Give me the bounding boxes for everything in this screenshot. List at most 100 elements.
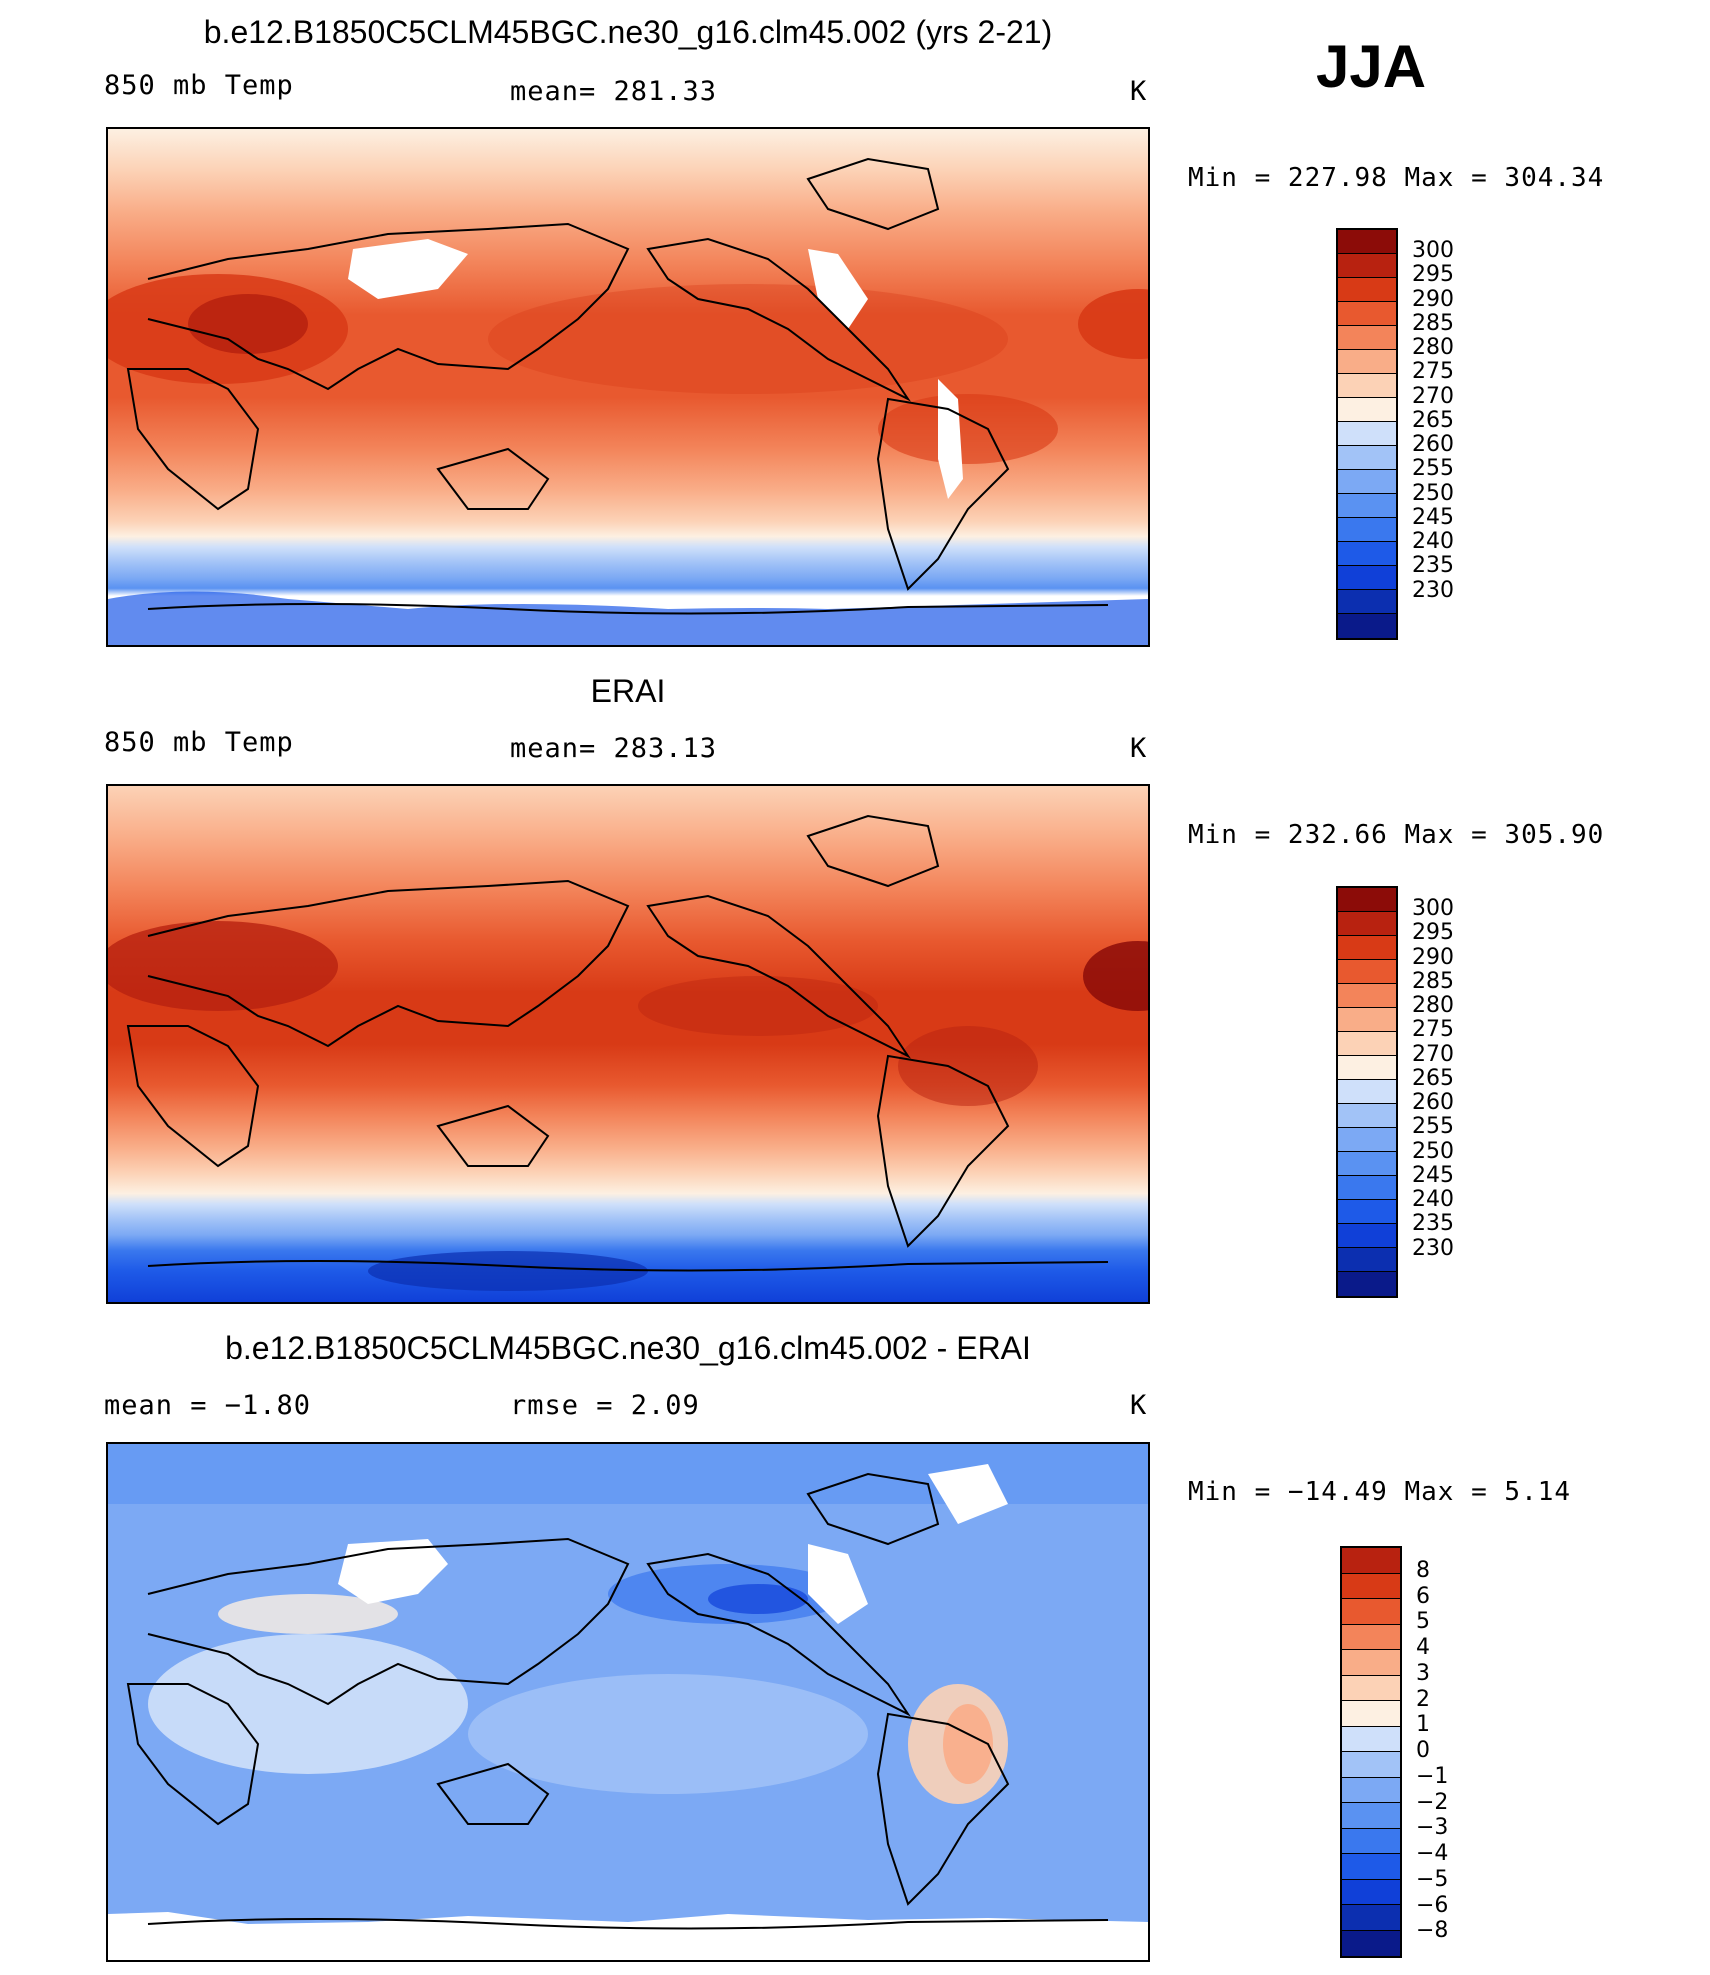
colorbar-tick-label: 270: [1412, 1041, 1454, 1067]
colorbar-tick-label: 285: [1412, 310, 1454, 336]
colorbar-tick-label: 290: [1412, 944, 1454, 970]
colorbar-swatch: [1338, 960, 1396, 984]
colorbar-tick-label: 255: [1412, 1114, 1454, 1140]
colorbar-tick-label: 235: [1412, 1211, 1454, 1237]
colorbar-swatch: [1342, 1752, 1400, 1778]
colorbar-swatch: [1342, 1701, 1400, 1727]
colorbar-swatch: [1338, 1248, 1396, 1272]
colorbar-tick-label: 290: [1412, 286, 1454, 312]
colorbar-swatch: [1338, 1128, 1396, 1152]
colorbar-swatch: [1338, 518, 1396, 542]
colorbar-swatch: [1342, 1726, 1400, 1752]
colorbar-tick-label: 300: [1412, 238, 1454, 264]
colorbar-tick-label: 265: [1412, 407, 1454, 433]
colorbar-tick-label: −5: [1416, 1866, 1449, 1892]
colorbar-tick-label: 280: [1412, 335, 1454, 361]
panel-3-map: [106, 1442, 1150, 1962]
colorbar-tick-label: 6: [1416, 1583, 1430, 1609]
colorbar-swatch: [1338, 1008, 1396, 1032]
colorbar-swatch: [1342, 1777, 1400, 1803]
colorbar-swatch: [1338, 984, 1396, 1008]
panel-3-colorbar: [1340, 1546, 1402, 1958]
colorbar-tick-label: 230: [1412, 1235, 1454, 1261]
colorbar-tick-label: 250: [1412, 1138, 1454, 1164]
colorbar-tick-label: 4: [1416, 1635, 1430, 1660]
colorbar-tick-label: 285: [1412, 968, 1454, 994]
colorbar-tick-label: 260: [1412, 432, 1454, 458]
colorbar-tick-label: 3: [1416, 1660, 1430, 1686]
panel-2-mean-label: mean= 283.13: [510, 733, 718, 764]
panel-2-colorbar: [1336, 886, 1398, 1298]
colorbar-swatch: [1342, 1599, 1400, 1625]
colorbar-swatch: [1338, 1224, 1396, 1248]
colorbar-swatch: [1338, 912, 1396, 936]
colorbar-swatch: [1342, 1573, 1400, 1599]
colorbar-tick-label: −4: [1416, 1841, 1449, 1866]
panel-3-title: b.e12.B1850C5CLM45BGC.ne30_g16.clm45.002…: [225, 1330, 1031, 1366]
colorbar-tick-label: 270: [1412, 383, 1454, 409]
colorbar-swatch: [1338, 566, 1396, 590]
colorbar-swatch: [1338, 614, 1396, 638]
colorbar-swatch: [1342, 1650, 1400, 1676]
colorbar-tick-label: 245: [1412, 504, 1454, 530]
panel-3-units-label: K: [1130, 1390, 1148, 1421]
colorbar-swatch: [1342, 1854, 1400, 1880]
colorbar-swatch: [1342, 1828, 1400, 1854]
panel-2-title: ERAI: [590, 673, 666, 709]
colorbar-swatch: [1338, 278, 1396, 302]
panel-2-map: [106, 784, 1150, 1304]
colorbar-tick-label: 0: [1416, 1738, 1430, 1763]
colorbar-swatch: [1342, 1624, 1400, 1650]
colorbar-swatch: [1338, 326, 1396, 350]
panel-1-minmax: Min = 227.98 Max = 304.34: [1188, 163, 1605, 193]
colorbar-swatch: [1342, 1803, 1400, 1829]
colorbar-swatch: [1338, 350, 1396, 374]
colorbar-tick-label: 230: [1412, 577, 1454, 603]
colorbar-swatch: [1342, 1879, 1400, 1905]
colorbar-tick-label: 300: [1412, 896, 1454, 922]
colorbar-swatch: [1338, 888, 1396, 912]
colorbar-swatch: [1338, 542, 1396, 566]
colorbar-tick-label: 280: [1412, 993, 1454, 1019]
panel-1-mean-label: mean= 281.33: [510, 76, 718, 107]
colorbar-swatch: [1338, 1104, 1396, 1128]
colorbar-tick-label: 2: [1416, 1686, 1430, 1712]
colorbar-swatch: [1338, 1152, 1396, 1176]
colorbar-swatch: [1338, 1080, 1396, 1104]
colorbar-swatch: [1338, 1272, 1396, 1296]
panel-3-rmse-label: rmse = 2.09: [510, 1390, 700, 1421]
colorbar-swatch: [1338, 398, 1396, 422]
panel-1-units-label: K: [1130, 76, 1148, 107]
panel-3-mean-label: mean = −1.80: [104, 1390, 312, 1421]
panel-3-minmax: Min = −14.49 Max = 5.14: [1188, 1477, 1572, 1507]
colorbar-tick-label: 255: [1412, 456, 1454, 482]
colorbar-swatch: [1338, 374, 1396, 398]
colorbar-swatch: [1338, 422, 1396, 446]
season-label: JJA: [1316, 33, 1427, 100]
colorbar-tick-label: 240: [1412, 529, 1454, 555]
colorbar-tick-label: 295: [1412, 920, 1454, 946]
colorbar-swatch: [1338, 494, 1396, 518]
panel-2-variable-label: 850 mb Temp: [104, 727, 294, 758]
colorbar-tick-label: −8: [1416, 1918, 1449, 1944]
colorbar-swatch: [1338, 590, 1396, 614]
panel-1-variable-label: 850 mb Temp: [104, 70, 294, 101]
colorbar-tick-label: −2: [1416, 1789, 1449, 1815]
colorbar-tick-label: −6: [1416, 1892, 1449, 1918]
panel-2-units-label: K: [1130, 733, 1148, 764]
colorbar-swatch: [1338, 254, 1396, 278]
colorbar-swatch: [1338, 1200, 1396, 1224]
colorbar-tick-label: 260: [1412, 1090, 1454, 1116]
colorbar-tick-label: 235: [1412, 553, 1454, 579]
colorbar-tick-label: 265: [1412, 1065, 1454, 1091]
colorbar-tick-label: 5: [1416, 1609, 1430, 1635]
colorbar-swatch: [1338, 1176, 1396, 1200]
colorbar-tick-label: 275: [1412, 359, 1454, 385]
colorbar-tick-label: 1: [1416, 1712, 1430, 1738]
colorbar-swatch: [1338, 446, 1396, 470]
panel-1-colorbar: [1336, 228, 1398, 640]
colorbar-swatch: [1342, 1675, 1400, 1701]
colorbar-tick-label: 240: [1412, 1187, 1454, 1213]
panel-2-minmax: Min = 232.66 Max = 305.90: [1188, 820, 1605, 850]
colorbar-swatch: [1338, 230, 1396, 254]
